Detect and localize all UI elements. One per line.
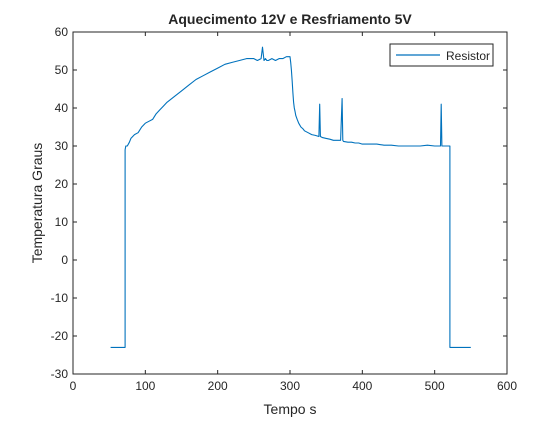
x-tick-label: 300	[280, 379, 300, 393]
chart-title: Aquecimento 12V e Resfriamento 5V	[168, 11, 412, 27]
x-tick-label: 200	[208, 379, 228, 393]
plot-area	[73, 32, 507, 374]
x-axis-label: Tempo s	[264, 401, 317, 417]
y-tick-label: -20	[51, 329, 69, 343]
y-tick-label: 0	[61, 253, 68, 267]
legend-label: Resistor	[446, 49, 490, 63]
x-tick-label: 600	[497, 379, 517, 393]
y-axis-label: Temperatura Graus	[29, 143, 45, 264]
y-tick-label: 40	[55, 101, 69, 115]
y-tick-label: -30	[51, 367, 69, 381]
legend: Resistor	[390, 44, 493, 66]
y-tick-label: 10	[55, 215, 69, 229]
y-tick-label: 60	[55, 25, 69, 39]
x-tick-label: 100	[135, 379, 155, 393]
y-tick-label: 30	[55, 139, 69, 153]
x-tick-label: 500	[425, 379, 445, 393]
y-tick-label: 50	[55, 63, 69, 77]
x-tick-label: 0	[70, 379, 77, 393]
y-tick-label: 20	[55, 177, 69, 191]
x-tick-label: 400	[352, 379, 372, 393]
y-tick-label: -10	[51, 291, 69, 305]
